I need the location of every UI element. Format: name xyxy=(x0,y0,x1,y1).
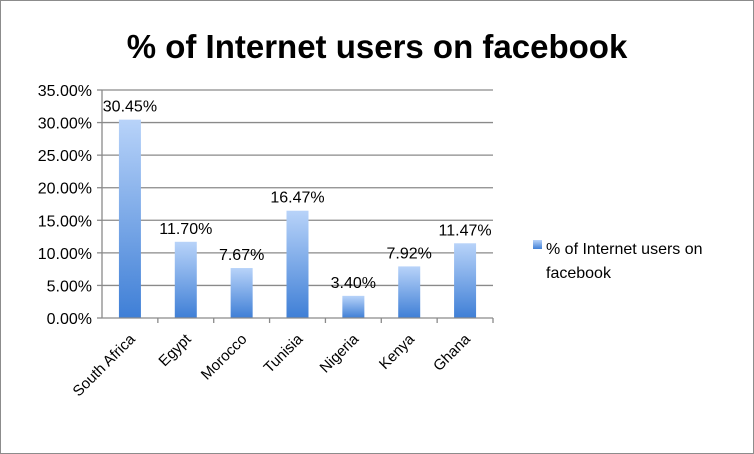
y-tick-label-1: 5.00% xyxy=(47,278,92,295)
y-tick-label-6: 30.00% xyxy=(38,116,92,133)
data-label-morocco: 7.67% xyxy=(219,247,264,264)
y-axis-tick-labels: 0.00% 5.00% 10.00% 15.00% 20.00% 25.00% 30.00%… xyxy=(38,83,92,328)
x-category-label-tunisia: Tunisia xyxy=(260,330,306,376)
bar-ghana xyxy=(454,243,477,318)
data-label-ghana: 11.47% xyxy=(439,222,492,239)
legend-label-line-1: % of Internet users on xyxy=(546,241,703,258)
bar-morocco xyxy=(230,268,253,318)
legend: % of Internet users on facebook xyxy=(533,240,703,282)
bar-south-africa xyxy=(118,119,141,318)
y-tick-label-2: 10.00% xyxy=(38,246,92,263)
data-label-egypt: 11.70% xyxy=(159,221,212,238)
x-category-label-morocco: Morocco xyxy=(198,331,251,384)
data-label-tunisia: 16.47% xyxy=(270,190,324,207)
axes xyxy=(101,90,494,323)
x-category-label-kenya: Kenya xyxy=(376,330,419,373)
x-category-label-ghana: Ghana xyxy=(430,330,474,374)
x-category-label-south-africa: South Africa xyxy=(70,330,140,400)
data-label-kenya: 7.92% xyxy=(387,245,432,262)
data-labels: 30.45% 11.70% 7.67% 16.47% 3.40% 7.92% 11.47% xyxy=(103,99,492,292)
bar-egypt xyxy=(174,241,197,318)
bar-nigeria xyxy=(342,295,365,318)
data-label-nigeria: 3.40% xyxy=(331,275,376,292)
y-tick-label-0: 0.00% xyxy=(47,311,92,328)
legend-label-line-2: facebook xyxy=(546,265,612,282)
y-tick-label-3: 15.00% xyxy=(38,213,92,230)
x-category-label-nigeria: Nigeria xyxy=(317,330,363,376)
y-tick-label-5: 25.00% xyxy=(38,148,92,165)
x-category-label-egypt: Egypt xyxy=(155,330,195,370)
chart-title: % of Internet users on facebook xyxy=(127,28,628,65)
x-axis-category-labels: South Africa Egypt Morocco Tunisia Nigeria Ke… xyxy=(70,330,475,400)
bar-tunisia xyxy=(286,210,309,318)
data-label-south-africa: 30.45% xyxy=(103,99,157,116)
bar-kenya xyxy=(398,266,421,318)
legend-swatch xyxy=(533,240,542,249)
bars xyxy=(118,119,477,318)
y-tick-label-4: 20.00% xyxy=(38,181,92,198)
y-tick-label-7: 35.00% xyxy=(38,83,92,100)
